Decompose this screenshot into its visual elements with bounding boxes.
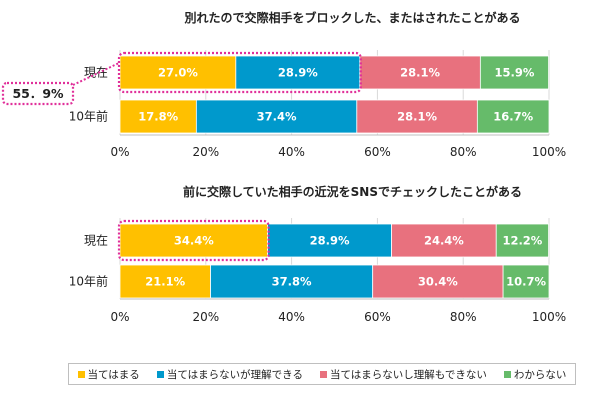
chart-2-tick-label-3: 60% xyxy=(364,310,391,324)
chart-2-highlight-box xyxy=(117,219,270,262)
chart-1-highlight-box xyxy=(117,51,362,94)
legend-swatch-not-understand xyxy=(320,370,327,378)
chart-legend: 当てはまる 当てはまらないが理解できる 当てはまらないし理解もできない わからな… xyxy=(68,363,576,385)
chart-2-data-label-0-0: 34.4% xyxy=(174,234,214,248)
chart-1-bar-0-series-3 xyxy=(479,55,549,90)
legend-label-agree: 当てはまる xyxy=(87,368,140,381)
chart-2-category-label-0: 現在 xyxy=(84,234,108,248)
chart-2-tick-label-2: 40% xyxy=(278,310,305,324)
chart-1-data-label-0-0: 27.0% xyxy=(158,66,198,80)
chart-2-title: 前に交際していた相手の近況をSNSでチェックしたことがある xyxy=(183,184,522,199)
chart-1-bar-0-series-1 xyxy=(235,55,361,90)
chart-1-tick-label-3: 60% xyxy=(364,145,391,159)
chart-2-bar-1-series-0 xyxy=(119,264,211,299)
legend-item-agree: 当てはまる xyxy=(77,367,140,382)
legend-swatch-understand xyxy=(156,370,164,378)
chart-1-data-label-0-3: 15.9% xyxy=(495,66,535,80)
chart-1-tick-label-2: 40% xyxy=(278,145,305,159)
chart-2-data-label-1-0: 21.1% xyxy=(145,275,185,289)
chart-1-callout-label: 55．9% xyxy=(12,86,64,101)
chart-2-bar-1-series-1 xyxy=(210,264,374,299)
chart-1-tick-label-4: 80% xyxy=(450,145,477,159)
legend-swatch-agree xyxy=(77,370,85,378)
chart-2-tick-label-1: 20% xyxy=(192,310,219,324)
chart-1-data-label-1-0: 17.8% xyxy=(138,110,178,124)
chart-2-data-label-0-1: 28.9% xyxy=(310,234,350,248)
legend-swatch-unknown xyxy=(503,370,511,378)
chart-1-data-label-0-1: 28.9% xyxy=(278,66,318,80)
chart-2-category-label-1: 10年前 xyxy=(69,274,108,289)
chart-2-data-label-0-2: 24.4% xyxy=(424,234,464,248)
legend-label-unknown: わからない xyxy=(513,368,567,381)
chart-1-category-label-0: 現在 xyxy=(84,66,108,80)
chart-1-category-label-1: 10年前 xyxy=(69,109,108,124)
chart-2-bar-0-series-3 xyxy=(495,223,549,258)
chart-2-data-label-1-3: 10.7% xyxy=(506,275,546,289)
chart-1-tick-label-5: 100% xyxy=(532,145,566,159)
chart-1-bar-1-series-1 xyxy=(195,99,358,134)
chart-2-tick-label-5: 100% xyxy=(532,310,566,324)
chart-1-callout-connector xyxy=(72,62,120,86)
chart-1-title: 別れたので交際相手をブロックした、またはされたことがある xyxy=(183,10,520,25)
legend-item-not-understand: 当てはまらないし理解もできない xyxy=(320,367,487,382)
chart-2-tick-label-0: 0% xyxy=(110,310,129,324)
chart-1-data-label-1-1: 37.4% xyxy=(257,110,297,124)
chart-1-data-label-1-2: 28.1% xyxy=(397,110,437,124)
legend-label-not-understand: 当てはまらないし理解もできない xyxy=(330,368,487,381)
chart-1-data-label-0-2: 28.1% xyxy=(400,66,440,80)
chart-2-bar-1-series-2 xyxy=(372,264,504,299)
chart-2-data-label-1-2: 30.4% xyxy=(418,275,458,289)
legend-label-understand: 当てはまらないが理解できる xyxy=(166,368,303,381)
chart-1-tick-label-0: 0% xyxy=(110,145,129,159)
chart-1-bar-0-series-2 xyxy=(359,55,481,90)
chart-1-callout-box xyxy=(1,81,75,106)
chart-1-bar-1-series-2 xyxy=(356,99,478,134)
chart-2-data-label-1-1: 37.8% xyxy=(272,275,312,289)
chart-1-bar-1-series-0 xyxy=(119,99,197,134)
chart-1-tick-label-1: 20% xyxy=(192,145,219,159)
chart-2-bar-1-series-3 xyxy=(502,264,550,299)
chart-1-data-label-1-3: 16.7% xyxy=(493,110,533,124)
legend-item-understand: 当てはまらないが理解できる xyxy=(156,367,303,382)
chart-2-data-label-0-3: 12.2% xyxy=(502,234,542,248)
chart-2-tick-label-4: 80% xyxy=(450,310,477,324)
chart-1-bar-1-series-3 xyxy=(476,99,550,134)
legend-item-unknown: わからない xyxy=(503,367,567,382)
